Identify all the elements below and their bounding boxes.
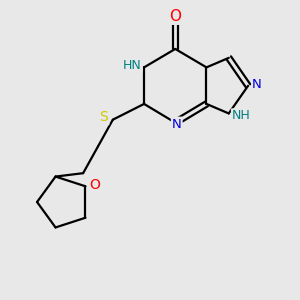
Text: O: O <box>169 9 181 24</box>
Text: S: S <box>100 110 108 124</box>
Text: O: O <box>89 178 100 192</box>
Text: N: N <box>172 118 182 130</box>
Text: NH: NH <box>232 109 250 122</box>
Text: N: N <box>252 78 262 91</box>
Text: HN: HN <box>123 59 142 72</box>
